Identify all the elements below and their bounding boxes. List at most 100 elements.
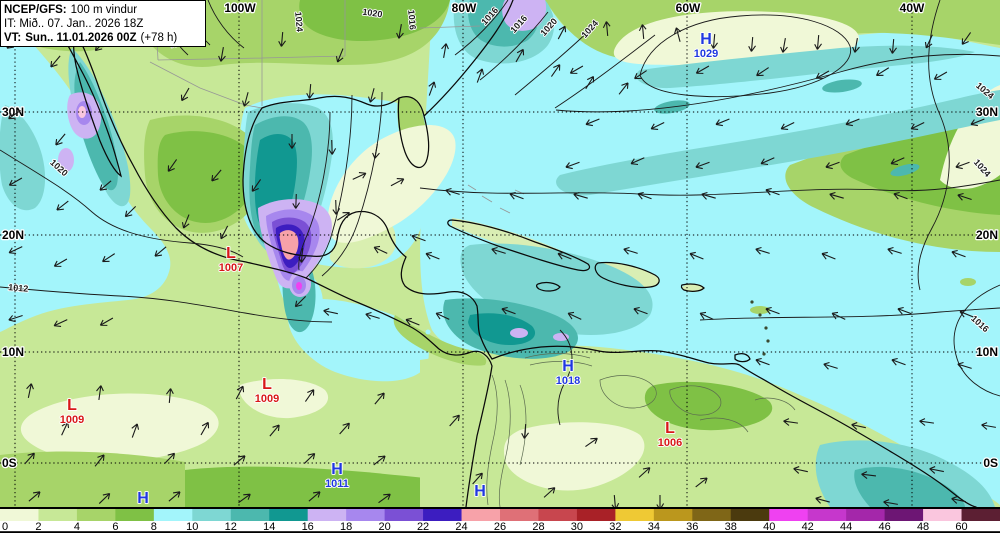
wind-arrow [411,233,426,242]
wind-arrow [951,249,966,258]
colorbar-cell [769,509,809,521]
wind-arrow [780,121,795,131]
wind-arrow [335,48,344,63]
colorbar-tick-label: 0 [2,521,8,533]
wind-arrow [959,309,974,318]
wind-arrow [573,191,588,200]
colorbar-cell [538,509,578,521]
wind-arrow [756,67,769,77]
wind-arrow [235,385,245,400]
longitude-label: 60W [676,1,701,15]
isobar-layer [0,0,1000,426]
colorbar-tick-label: 34 [648,521,660,533]
wind-arrow [883,499,898,507]
colorbar-tick-label: 4 [74,521,80,533]
header-title: NCEP/GFS: 100 m vindur [4,4,137,16]
pressure-center-letter: H [474,483,486,500]
wind-arrow [521,423,529,439]
wind-arrow [780,38,788,53]
wind-arrow [94,454,105,467]
wind-arrow [638,24,647,40]
wind-arrow [472,472,483,485]
wind-arrow [373,455,386,466]
wind-arrow [637,191,652,200]
wind-arrow [441,43,449,58]
wind-arrow [695,65,710,74]
longitude-label: 80W [452,1,477,15]
colorbar-legend: 0 2 4 6 8 10 12 14 16 18 20 22 24 26 28 30 32 34 36 38 40 42 4… [0,507,1000,533]
wind-arrow [957,192,972,201]
colorbar-tick-label: 6 [112,521,118,533]
colorbar-cell [576,509,616,521]
colorbar-cell [923,509,963,521]
wind-arrow [28,491,41,502]
wind-arrow [298,247,306,263]
colorbar-cell [500,509,539,521]
latitude-label-right: 20N [976,228,998,242]
wind-arrow [8,177,23,186]
wind-arrow [164,452,176,465]
wind-arrow [24,452,35,465]
wind-arrow [166,388,174,404]
pressure-center-value: 1006 [658,437,682,449]
wind-arrow [269,424,280,437]
wind-arrow [567,311,582,320]
wind-arrow [889,38,897,54]
colorbar-cell [192,509,232,521]
colorbar-tick-label: 60 [955,521,967,533]
wind-arrow [99,317,114,326]
wind-arrow [365,311,380,320]
isobar-value-label: 1012 [8,282,29,294]
wind-arrow [673,27,682,42]
wind-arrow [8,109,21,120]
wind-arrow [515,48,525,63]
wind-arrows-layer [6,21,996,507]
wind-arrow [557,251,572,260]
wind-arrow [8,246,23,255]
colorbar-tick-label: 18 [340,521,352,533]
wind-arrow [585,118,600,127]
latitude-label-right: 10N [976,345,998,359]
wind-arrow [278,31,286,47]
header-box: NCEP/GFS: 100 m vindur IT: Mið.. 07. Jan.… [0,0,206,47]
pressure-center-value: 1018 [556,375,580,387]
isobar-value-label: 1020 [362,7,383,20]
map-canvas: 1032102810241020101610161016102010241024… [0,0,1000,507]
colorbar-cell [307,509,347,521]
wind-arrow [405,317,420,326]
wind-arrow [339,422,350,435]
colorbar-tick-label: 22 [417,521,429,533]
colorbar-tick-label: 8 [151,521,157,533]
colorbar-tick-label: 14 [263,521,275,533]
pressure-center-letter: H [137,490,149,507]
wind-arrow [585,75,595,90]
wind-arrow [241,92,250,107]
coast-south-america [491,345,977,507]
wind-arrow [710,33,718,49]
longitude-label: 40W [900,1,925,15]
wind-arrow [501,306,516,315]
pressure-center-letter: H [331,461,343,478]
wind-arrow [543,487,556,498]
wind-arrow [611,494,620,507]
colorbar-tick-label: 24 [455,521,467,533]
coast-hispaniola [594,261,660,289]
wind-arrow [373,245,388,254]
wind-arrow [8,315,23,323]
wind-arrow [251,179,262,192]
latitude-label-left: 10N [2,345,24,359]
wind-arrow [569,65,584,74]
colorbar-cell [730,509,770,521]
wind-arrow [760,157,775,166]
wind-arrow [219,225,229,240]
wind-arrow [352,171,367,180]
wind-arrow [656,495,665,507]
wind-arrow [623,246,638,255]
wind-arrow [61,421,70,436]
pressure-center-letter: H [562,358,574,375]
wind-arrow [701,191,716,200]
wind-arrow [602,21,611,37]
